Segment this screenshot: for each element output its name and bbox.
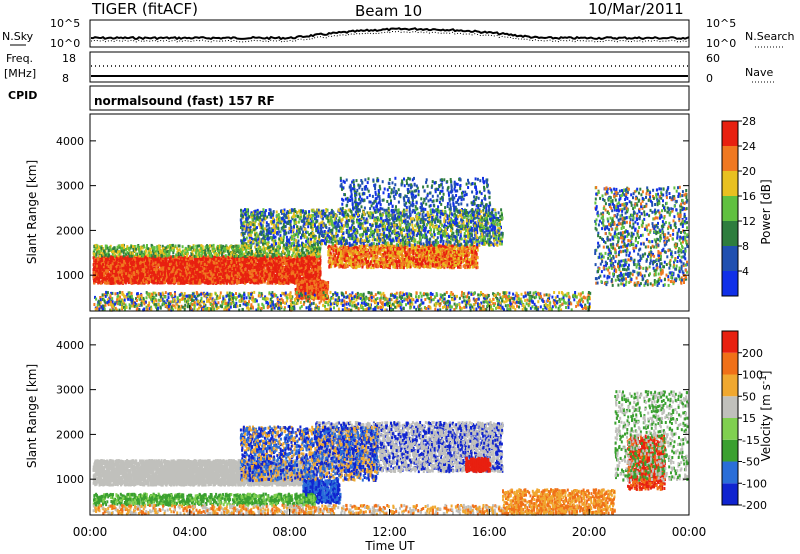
power-ylabel: Slant Range [km] [25,160,39,264]
colorbar-segment [722,246,738,271]
nave-tick-top: 60 [706,52,720,65]
y-tick-label: 4000 [56,135,84,148]
colorbar-segment [722,396,738,418]
power-panel: 1000 2000 3000 4000 Slant Range [km] 4 8 12 16… [25,114,773,312]
nave-tick-bottom: 0 [706,72,713,85]
colorbar-segment [722,483,738,505]
beam-title: Beam 10 [355,2,422,20]
freq-panel: Freq. [MHz] 18 8 60 0 Nave [4,52,774,85]
colorbar-tick-label: 24 [742,140,756,153]
colorbar-tick-label: 20 [742,165,756,178]
cpid-label: CPID [8,89,37,102]
nsearch-tick-top: 10^5 [706,17,736,30]
colorbar-segment [722,462,738,484]
radar-title: TIGER (fitACF) [91,0,198,18]
colorbar-tick-label: 12 [742,215,756,228]
y-tick-label: 3000 [56,384,84,397]
date-title: 10/Mar/2011 [588,0,684,18]
x-tick-label: 04:00 [173,525,208,539]
velocity-colorbar-label: Velocity [m s-1] [759,371,773,462]
y-tick-label: 1000 [56,473,84,486]
colorbar-tick-label: -200 [742,499,767,512]
y-tick-label: 1000 [56,269,84,282]
nsky-label: N.Sky [2,30,34,43]
power-colorbar-label: Power [dB] [759,179,773,244]
colorbar-segment [722,375,738,397]
nsky-trace [91,28,689,39]
freq-label: Freq. [6,52,33,65]
x-tick-label: 16:00 [472,525,507,539]
colorbar-tick-label: -50 [742,456,760,469]
x-tick-label: 00:00 [73,525,108,539]
colorbar-segment [722,271,738,296]
x-tick-label: 20:00 [572,525,607,539]
freq-tick-bottom: 8 [62,72,69,85]
velocity-data [93,390,689,516]
y-tick-label: 2000 [56,428,84,441]
colorbar-segment [722,440,738,462]
nsearch-trace [91,31,689,42]
power-data [93,177,689,312]
nsky-tick-top: 10^5 [50,17,80,30]
colorbar-segment [722,146,738,171]
power-colorbar: 4 8 12 16 20 24 28 [722,115,756,296]
colorbar-tick-label: 4 [742,265,749,278]
colorbar-segment [722,331,738,353]
nsky-tick-bottom: 10^0 [50,37,80,50]
nave-label: Nave [745,66,773,79]
x-tick-label: 08:00 [272,525,307,539]
radar-figure: TIGER (fitACF) Beam 10 10/Mar/2011 N.Sky… [0,0,800,554]
velocity-ylabel: Slant Range [km] [25,364,39,468]
colorbar-tick-label: 50 [742,390,756,403]
cpid-panel: CPID normalsound (fast) 157 RF [8,86,689,110]
cpid-text: normalsound (fast) 157 RF [94,94,275,108]
nsearch-tick-bottom: 10^0 [706,37,736,50]
freq-unit-label: [MHz] [4,67,36,80]
colorbar-segment [722,418,738,440]
y-tick-label: 4000 [56,339,84,352]
colorbar-tick-label: 8 [742,240,749,253]
colorbar-tick-label: 15 [742,412,756,425]
colorbar-tick-label: 28 [742,115,756,128]
colorbar-tick-label: -15 [742,434,760,447]
colorbar-segment [722,171,738,196]
freq-tick-top: 18 [62,52,76,65]
colorbar-tick-label: 200 [742,347,763,360]
colorbar-segment [722,353,738,375]
x-tick-label: 12:00 [372,525,407,539]
colorbar-tick-label: -100 [742,477,767,490]
colorbar-segment [722,196,738,221]
time-axis-label: Time UT [364,539,415,553]
x-tick-label: 00:00 [672,525,707,539]
nsearch-label: N.Search [745,30,795,43]
colorbar-segment [722,221,738,246]
colorbar-segment [722,121,738,146]
colorbar-tick-label: 16 [742,190,756,203]
nsky-panel: N.Sky 10^5 10^0 10^5 10^0 N.Search [2,17,795,50]
y-tick-label: 3000 [56,180,84,193]
y-tick-label: 2000 [56,224,84,237]
